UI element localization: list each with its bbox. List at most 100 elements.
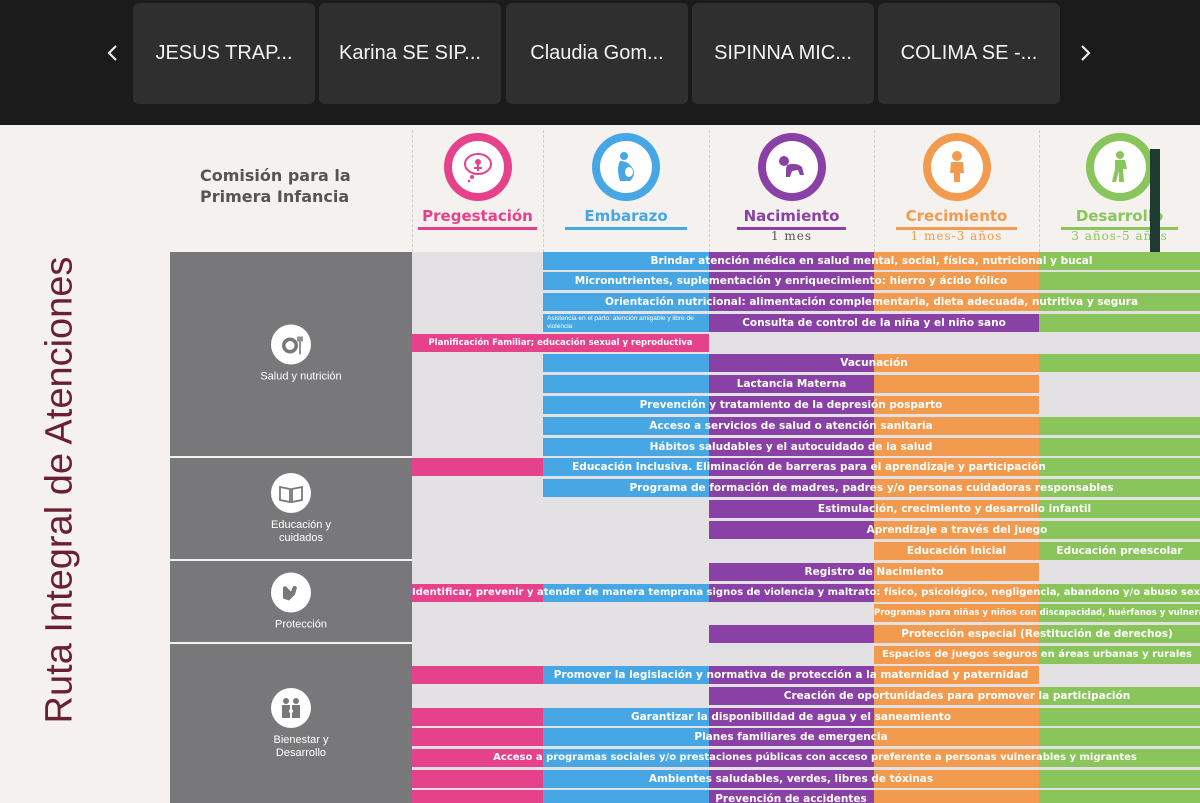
intervention-row: Garantizar la disponibilidad de agua y e… bbox=[412, 708, 1200, 726]
column-separator bbox=[543, 130, 544, 252]
row-label: Garantizar la disponibilidad de agua y e… bbox=[630, 711, 952, 723]
stage-pregestacion: Pregestación bbox=[412, 133, 543, 245]
row-label: Aprendizaje a través del juego bbox=[866, 524, 1048, 536]
baby-thought-icon bbox=[463, 153, 492, 183]
intervention-row: Estimulación, crecimiento y desarrollo i… bbox=[412, 500, 1200, 518]
category-educacion: Educación y cuidados bbox=[170, 458, 412, 561]
slide-title: Ruta Integral de Atenciones bbox=[38, 256, 81, 724]
child-icon bbox=[1111, 151, 1127, 182]
participant-tile[interactable]: Claudia Gom... bbox=[506, 3, 688, 104]
intervention-row: Acceso a programas sociales y/o prestaci… bbox=[412, 749, 1200, 767]
participant-name: Claudia Gom... bbox=[530, 42, 664, 64]
category-bienestar: Bienestar y Desarrollo bbox=[170, 644, 412, 803]
intervention-row: Prevención de accidentes bbox=[412, 790, 1200, 803]
participant-tile[interactable]: JESUS TRAP... bbox=[133, 3, 315, 104]
row-label: Planificación Familiar; educación sexual… bbox=[428, 338, 693, 348]
row-label: Vacunación bbox=[840, 357, 908, 369]
stage-label: Desarrollo bbox=[1061, 207, 1178, 230]
row-label: Micronutrientes, suplementación y enriqu… bbox=[574, 275, 1008, 287]
intervention-row: Planificación Familiar; educación sexual… bbox=[412, 334, 1200, 352]
category-salud: Salud y nutrición bbox=[170, 252, 412, 458]
toddler-icon bbox=[949, 151, 964, 182]
row-label-secondary: Educación preescolar bbox=[1056, 545, 1183, 557]
stage-label: Crecimiento bbox=[896, 207, 1017, 230]
row-note: Asistencia en el parto: atención amigabl… bbox=[547, 315, 694, 330]
row-label: Promover la legislación y normativa de p… bbox=[553, 669, 1029, 681]
intervention-row: Orientación nutricional: alimentación co… bbox=[412, 293, 1200, 311]
participant-name: Karina SE SIP... bbox=[339, 42, 481, 64]
row-label: Espacios de juegos seguros en áreas urba… bbox=[882, 649, 1192, 660]
stage-desarrollo: Desarrollo 3 años-5 años bbox=[1039, 133, 1200, 245]
intervention-row: Protección especial (Restitución de dere… bbox=[412, 625, 1200, 643]
participant-strip: JESUS TRAP... Karina SE SIP... Claudia G… bbox=[0, 0, 1200, 125]
row-label: Educación Inclusiva. Eliminación de barr… bbox=[572, 461, 1046, 473]
shared-slide: Ruta Integral de Atenciones Comisión par… bbox=[0, 125, 1200, 803]
row-label: Registro de Nacimiento bbox=[804, 566, 944, 578]
pregnancy-icon bbox=[618, 152, 634, 181]
intervention-row: Hábitos saludables y el autocuidado de l… bbox=[412, 438, 1200, 456]
row-label: Identificar, prevenir y atender de maner… bbox=[412, 587, 1200, 598]
intervention-row: Acceso a servicios de salud o atención s… bbox=[412, 417, 1200, 435]
stage-label: Pregestación bbox=[418, 207, 537, 230]
stage-circle bbox=[922, 133, 991, 201]
crawling-baby-icon bbox=[778, 156, 804, 177]
participant-tile[interactable]: COLIMA SE -... bbox=[878, 3, 1060, 104]
category-label: Educación y cuidados bbox=[271, 518, 331, 544]
row-label: Planes familiares de emergencia bbox=[694, 731, 888, 743]
stage-circle bbox=[1085, 133, 1154, 201]
intervention-row: Espacios de juegos seguros en áreas urba… bbox=[412, 646, 1200, 664]
stage-label: Embarazo bbox=[565, 207, 687, 230]
intervention-row: Micronutrientes, suplementación y enriqu… bbox=[412, 272, 1200, 290]
participant-name: JESUS TRAP... bbox=[155, 42, 293, 64]
row-label: Acceso a programas sociales y/o prestaci… bbox=[493, 752, 1137, 763]
intervention-row: Creación de oportunidades para promover … bbox=[412, 687, 1200, 705]
stage-circle bbox=[757, 133, 826, 201]
next-participants-button[interactable] bbox=[1071, 38, 1101, 68]
participant-name: SIPINNA MIC... bbox=[714, 42, 852, 64]
stage-circle bbox=[592, 133, 660, 201]
row-label: Lactancia Materna bbox=[736, 378, 847, 390]
stage-age: 3 años-5 años bbox=[1071, 229, 1168, 243]
plate-icon bbox=[271, 324, 311, 365]
row-label: Hábitos saludables y el autocuidado de l… bbox=[649, 441, 933, 453]
row-label: Programa de formación de madres, padres … bbox=[629, 482, 1114, 494]
previous-participants-button[interactable] bbox=[97, 38, 127, 68]
intervention-row: Registro de Nacimiento bbox=[412, 563, 1200, 581]
row-label: Educación Inicial bbox=[906, 545, 1007, 557]
column-separator bbox=[874, 130, 875, 252]
stage-age: 1 mes bbox=[770, 229, 813, 243]
category-label: Salud y nutrición bbox=[260, 370, 342, 383]
participant-name: COLIMA SE -... bbox=[900, 42, 1038, 64]
participant-tile[interactable]: SIPINNA MIC... bbox=[692, 3, 874, 104]
intervention-row: Planes familiares de emergencia bbox=[412, 728, 1200, 746]
stage-embarazo: Embarazo bbox=[543, 133, 709, 245]
stage-crecimiento: Crecimiento 1 mes-3 años bbox=[874, 133, 1039, 245]
category-label: Protección bbox=[275, 618, 327, 630]
row-label: Prevención y tratamiento de la depresión… bbox=[639, 399, 943, 411]
column-separator bbox=[412, 130, 413, 252]
row-label: Protección especial (Restitución de dere… bbox=[901, 628, 1173, 640]
family-icon bbox=[271, 687, 311, 728]
row-label: Brindar atención médica en salud mental,… bbox=[650, 255, 1093, 267]
row-label: Acceso a servicios de salud o atención s… bbox=[649, 420, 933, 432]
participant-tile[interactable]: Karina SE SIP... bbox=[319, 3, 501, 104]
category-proteccion: Protección bbox=[170, 561, 412, 644]
category-label: Bienestar y Desarrollo bbox=[273, 733, 329, 759]
commission-header: Comisión para la Primera Infancia bbox=[200, 166, 351, 206]
stage-circle bbox=[443, 133, 512, 201]
chevron-left-icon bbox=[107, 45, 117, 61]
intervention-row: Asistencia en el parto: atención amigabl… bbox=[412, 314, 1200, 332]
chevron-right-icon bbox=[1081, 45, 1091, 61]
stage-age: 1 mes-3 años bbox=[910, 229, 1003, 243]
intervention-row: Promover la legislación y normativa de p… bbox=[412, 666, 1200, 684]
row-label: Consulta de control de la niña y el niño… bbox=[742, 317, 1006, 329]
row-label: Orientación nutricional: alimentación co… bbox=[604, 296, 1139, 308]
intervention-row: Aprendizaje a través del juego bbox=[412, 521, 1200, 539]
intervention-row: Identificar, prevenir y atender de maner… bbox=[412, 584, 1200, 602]
row-label: Estimulación, crecimiento y desarrollo i… bbox=[817, 503, 1092, 515]
intervention-row: Programas para niñas y niños con discapa… bbox=[412, 604, 1200, 622]
row-label: Prevención de accidentes bbox=[715, 793, 867, 803]
row-label: Creación de oportunidades para promover … bbox=[783, 690, 1131, 702]
row-label: Ambientes saludables, verdes, libres de … bbox=[648, 773, 934, 785]
intervention-row: Vacunación bbox=[412, 354, 1200, 372]
